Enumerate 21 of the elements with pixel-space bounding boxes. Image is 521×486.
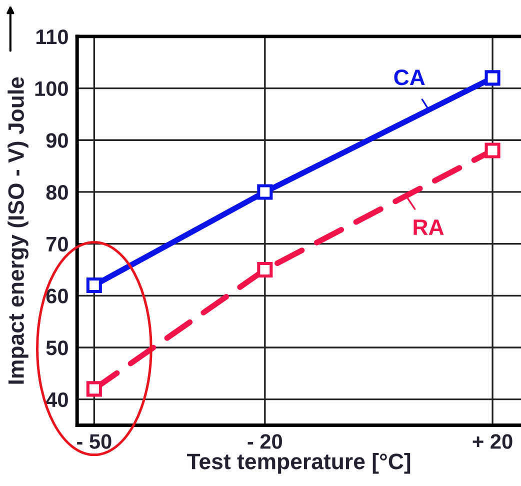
x-tick-label: - 20: [248, 434, 282, 449]
x-tick-label: - 50: [77, 434, 112, 449]
y-tick-label: 50: [46, 340, 68, 356]
y-tick-label: 60: [46, 288, 68, 304]
series-label: CA: [394, 70, 425, 86]
x-axis-title: Test temperature [°C]: [187, 453, 410, 474]
y-tick-label: 40: [46, 392, 68, 408]
y-tick-label: 80: [46, 184, 68, 200]
x-tick-label: + 20: [472, 434, 512, 449]
point: [86, 278, 102, 294]
y-tick-label: 100: [35, 81, 68, 96]
y-tick-label: 70: [46, 236, 68, 252]
y-tick-label: 110: [36, 29, 68, 44]
point: [257, 262, 273, 278]
legend-label: RA: [414, 220, 444, 235]
point: [484, 142, 500, 158]
y-tick-label: 90: [46, 133, 68, 148]
point: [484, 70, 500, 86]
point: [257, 184, 273, 200]
point: [86, 381, 102, 397]
y-axis-title: Impact energy (ISO - V) Joule: [8, 77, 28, 384]
